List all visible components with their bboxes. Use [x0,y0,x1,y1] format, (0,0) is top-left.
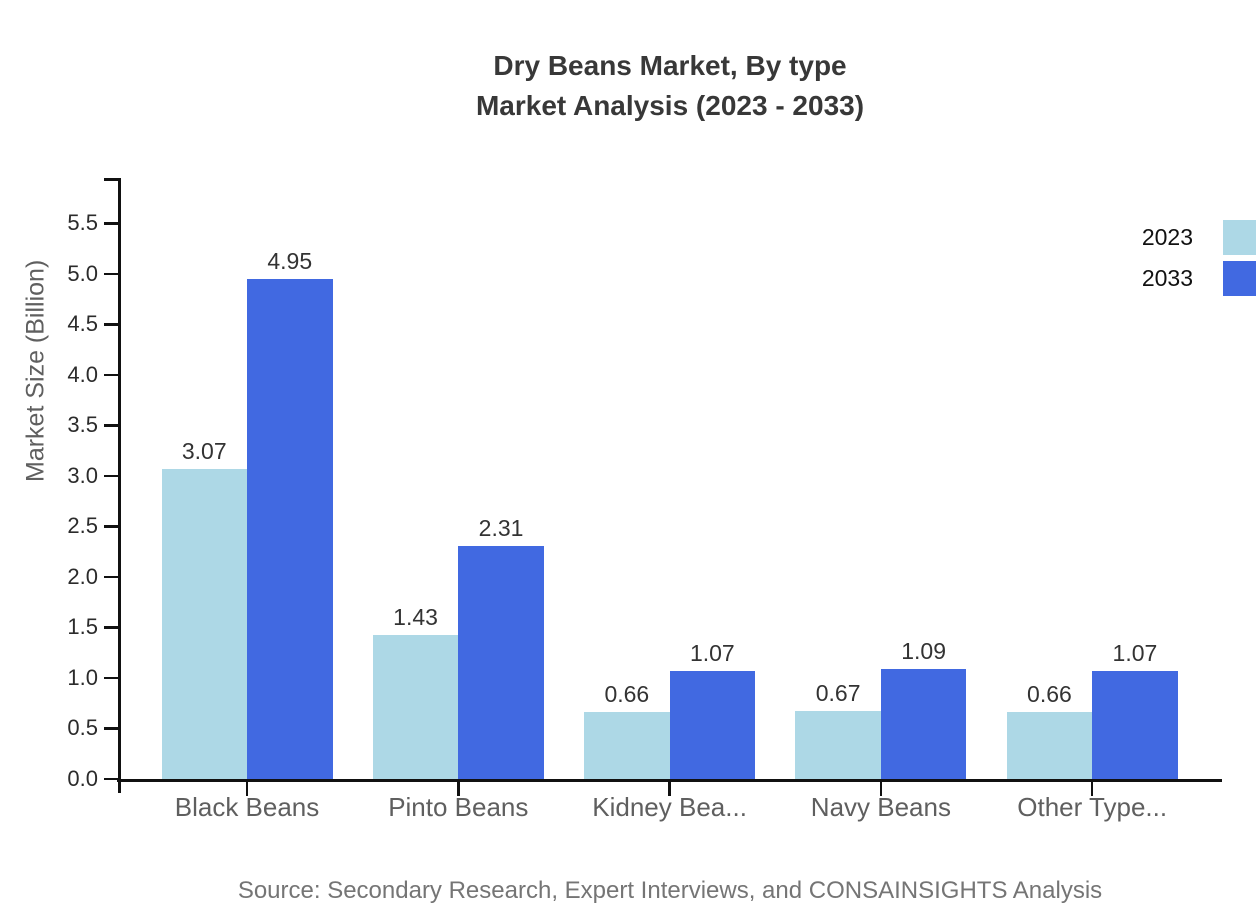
plot-area: 0.0 0.5 1.0 1.5 2.0 2.5 3.0 3.5 4.0 4.5 5.0 5.5 Bla… [67,178,1222,822]
y-tick-mark [104,373,118,377]
y-tick-label: 3.0 [67,462,98,488]
y-tick-label: 0.0 [67,766,98,791]
y-axis-line [118,178,121,793]
y-tick-label: 0.5 [67,715,98,741]
bar-value-label-2033-kidney-bea: 1.07 [689,639,735,666]
legend-label: 2023 [1141,224,1193,250]
y-tick-mark [104,575,118,579]
chart-title-line1: Dry Beans Market, By type [493,50,847,81]
x-tick-mark [879,782,883,796]
y-axis-end-tick [104,178,118,181]
y-tick-label: 2.0 [67,563,98,589]
x-axis-line [117,779,1222,782]
y-tick-label: 3.5 [67,412,98,438]
y-tick-mark [104,272,118,276]
y-tick-mark [104,222,118,225]
y-tick-mark [104,777,118,781]
x-category-label-black-beans: Black Beans [174,792,320,822]
source-note: Source: Secondary Research, Expert Inter… [237,877,1103,904]
y-tick-label: 5.5 [67,210,98,236]
bar-value-label-2023-navy-beans: 0.67 [815,680,861,707]
legend-label: 2033 [1141,265,1193,291]
y-tick-label: 1.0 [67,664,98,690]
bar-2033-black-beans[interactable] [247,279,333,779]
bar-2033-navy-beans[interactable] [880,668,967,779]
bar-2023-other-type[interactable] [1006,712,1093,779]
y-tick-label: 5.0 [67,260,98,286]
bar-value-label-2023-pinto-beans: 1.43 [393,603,438,630]
y-tick-label: 1.5 [67,614,98,640]
legend-item-2033[interactable]: 2033 [1142,261,1256,296]
bar-value-label-2033-pinto-beans: 2.31 [478,514,524,541]
chart-title: Dry Beans Market, By type Market Analysi… [80,46,1260,126]
bar-2033-pinto-beans[interactable] [458,545,544,779]
bar-2023-black-beans[interactable] [161,468,247,779]
bar-value-label-2023-black-beans: 3.07 [181,437,227,464]
bar-2023-kidney-bea[interactable] [584,712,670,779]
y-tick-label: 2.5 [67,513,98,539]
chart-title-line2: Market Analysis (2023 - 2033) [475,90,865,121]
y-tick-mark [104,626,118,629]
x-category-label-pinto-beans: Pinto Beans [388,792,529,822]
bar-2033-other-type[interactable] [1092,670,1178,779]
x-tick-mark [668,782,671,796]
bar-value-label-2033-navy-beans: 1.09 [901,637,947,664]
x-tick-mark [457,782,460,796]
y-tick-mark [104,474,118,478]
bar-value-label-2033-black-beans: 4.95 [267,248,313,275]
bar-2023-pinto-beans[interactable] [372,634,459,779]
bar-value-label-2023-kidney-bea: 0.66 [604,681,650,708]
x-tick-mark [245,782,249,796]
legend-swatch [1223,220,1256,255]
y-tick-mark [104,727,118,730]
x-category-label-other-type: Other Type... [1017,792,1168,822]
y-tick-mark [104,323,118,326]
legend-item-2023[interactable]: 2023 [1142,220,1256,255]
x-category-label-kidney-bea: Kidney Bea... [592,792,747,822]
bar-2023-navy-beans[interactable] [795,711,881,779]
y-tick-mark [104,525,118,528]
bar-value-label-2023-other-type: 0.66 [1027,681,1072,708]
x-category-label-navy-beans: Navy Beans [810,792,951,822]
bar-2033-kidney-bea[interactable] [669,670,756,779]
legend-swatch [1223,261,1256,296]
y-tick-label: 4.0 [67,361,98,387]
y-tick-mark [104,676,118,680]
y-tick-mark [104,424,118,427]
x-tick-mark [1090,782,1094,796]
y-tick-label: 4.5 [67,311,98,337]
bar-value-label-2033-other-type: 1.07 [1112,639,1158,666]
legend: 2023 2033 [1142,220,1256,302]
